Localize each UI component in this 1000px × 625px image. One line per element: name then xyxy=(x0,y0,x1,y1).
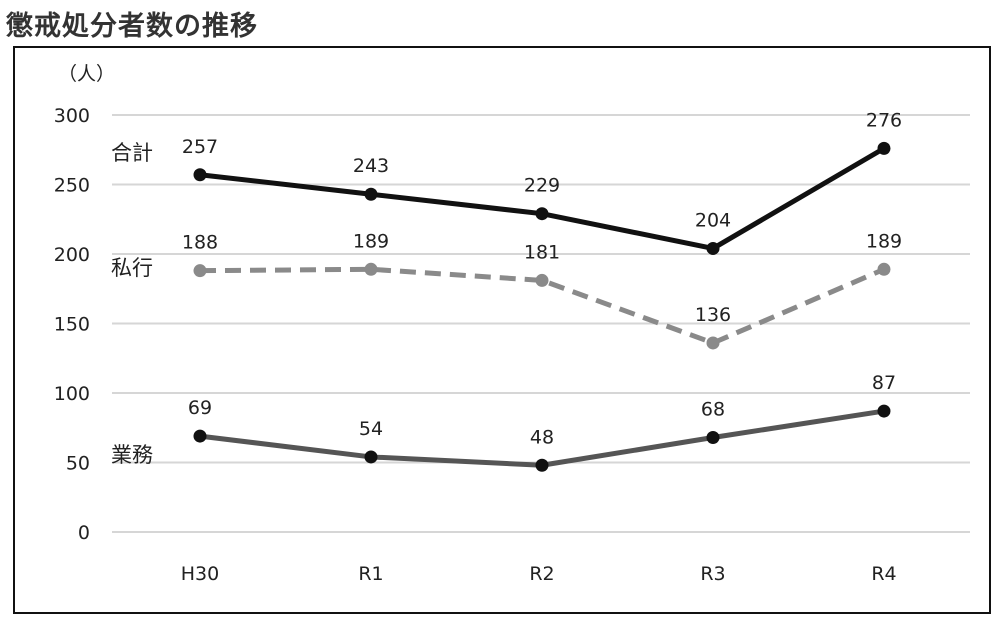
data-label: 87 xyxy=(872,372,896,394)
y-unit-label: （人） xyxy=(58,63,115,85)
data-label: 189 xyxy=(866,230,902,252)
data-point xyxy=(706,336,720,350)
y-tick-label: 50 xyxy=(66,453,90,475)
data-label: 229 xyxy=(524,175,560,197)
data-point xyxy=(535,458,549,472)
data-point xyxy=(535,207,549,221)
data-point xyxy=(877,262,891,276)
data-point xyxy=(706,241,720,255)
data-label: 68 xyxy=(701,398,725,420)
y-tick-label: 200 xyxy=(54,244,90,266)
x-tick-label: R2 xyxy=(529,563,554,585)
series-label: 私行 xyxy=(111,256,153,280)
y-tick-label: 250 xyxy=(54,175,90,197)
data-label: 276 xyxy=(866,109,902,131)
data-point xyxy=(364,450,378,464)
data-label: 188 xyxy=(182,232,218,254)
y-tick-label: 100 xyxy=(54,383,90,405)
data-label: 243 xyxy=(353,155,389,177)
x-tick-label: R3 xyxy=(700,563,725,585)
data-label: 136 xyxy=(695,304,731,326)
chart-title: 懲戒処分者数の推移 xyxy=(6,11,258,42)
y-tick-label: 300 xyxy=(54,105,90,127)
series-line xyxy=(199,146,886,251)
data-point xyxy=(193,429,207,443)
series-label: 業務 xyxy=(111,443,153,467)
y-tick-label: 0 xyxy=(78,522,90,544)
data-label: 69 xyxy=(188,397,212,419)
data-label: 204 xyxy=(695,209,731,231)
data-point xyxy=(535,273,549,287)
x-tick-label: H30 xyxy=(181,563,219,585)
data-label: 48 xyxy=(530,426,554,448)
x-tick-label: R4 xyxy=(871,563,896,585)
series-label: 合計 xyxy=(111,141,153,165)
y-tick-label: 150 xyxy=(54,314,90,336)
data-point xyxy=(706,430,720,444)
data-label: 189 xyxy=(353,230,389,252)
data-point xyxy=(193,264,207,278)
data-point xyxy=(877,141,891,155)
data-point xyxy=(193,168,207,182)
data-label: 257 xyxy=(182,136,218,158)
data-point xyxy=(877,404,891,418)
chart-frame xyxy=(13,46,991,614)
data-point xyxy=(364,187,378,201)
x-tick-label: R1 xyxy=(358,563,383,585)
data-point xyxy=(364,262,378,276)
data-label: 54 xyxy=(359,418,383,440)
data-label: 181 xyxy=(524,241,560,263)
series-line xyxy=(199,266,885,346)
